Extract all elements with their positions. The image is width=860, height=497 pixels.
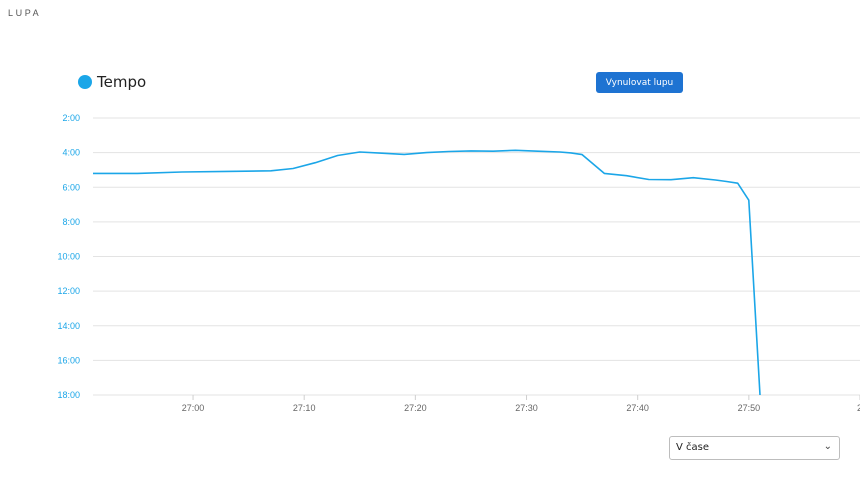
- data-point[interactable]: [425, 151, 429, 155]
- y-tick-label: 4:00: [62, 148, 80, 158]
- data-point[interactable]: [224, 169, 228, 173]
- data-point[interactable]: [136, 171, 140, 175]
- data-point[interactable]: [447, 150, 451, 154]
- y-tick-label: 16:00: [57, 355, 80, 365]
- x-tick-label: 27:40: [626, 403, 649, 413]
- data-point[interactable]: [758, 393, 762, 397]
- data-point[interactable]: [536, 149, 540, 153]
- series-group: [91, 148, 762, 397]
- y-tick-label: 10:00: [57, 252, 80, 262]
- x-axis-ticks: 27:00 27:10 27:20 27:30 27:40 27:50 2: [182, 395, 860, 413]
- data-point[interactable]: [380, 151, 384, 155]
- data-point[interactable]: [358, 150, 362, 154]
- grid-lines: [93, 117, 860, 396]
- data-point[interactable]: [747, 198, 751, 202]
- y-tick-label: 14:00: [57, 321, 80, 331]
- x-tick-label: 27:30: [515, 403, 538, 413]
- y-tick-label: 18:00: [57, 390, 80, 400]
- data-point[interactable]: [580, 153, 584, 157]
- data-point[interactable]: [336, 154, 340, 158]
- data-point[interactable]: [469, 149, 473, 153]
- x-tick-label: 27:50: [738, 403, 761, 413]
- data-point[interactable]: [269, 169, 273, 173]
- reset-zoom-button[interactable]: Vynulovat lupu: [596, 72, 683, 93]
- y-tick-label: 2:00: [62, 113, 80, 123]
- data-point[interactable]: [647, 178, 651, 182]
- data-point[interactable]: [558, 150, 562, 154]
- data-point[interactable]: [736, 181, 740, 185]
- legend[interactable]: Tempo: [78, 73, 146, 91]
- x-tick-label: 2: [857, 403, 860, 413]
- y-tick-label: 6:00: [62, 182, 80, 192]
- chevron-down-icon: ⌄: [823, 441, 832, 452]
- data-point[interactable]: [725, 180, 729, 184]
- x-tick-label: 27:00: [182, 403, 205, 413]
- data-point[interactable]: [91, 171, 95, 175]
- y-tick-label: 12:00: [57, 286, 80, 296]
- view-mode-select[interactable]: V čase ⌄: [669, 436, 840, 460]
- legend-dot-icon: [78, 75, 92, 89]
- data-point[interactable]: [714, 178, 718, 182]
- y-axis-ticks: 2:00 4:00 6:00 8:00 10:00 12:00 14:00 16:00 18:0…: [57, 113, 80, 400]
- x-tick-label: 27:20: [404, 403, 427, 413]
- data-point[interactable]: [491, 149, 495, 153]
- series-line-tempo[interactable]: [93, 149, 761, 396]
- y-tick-label: 8:00: [62, 217, 80, 227]
- data-point[interactable]: [569, 151, 573, 155]
- x-tick-label: 27:10: [293, 403, 316, 413]
- data-point[interactable]: [291, 167, 295, 171]
- data-point[interactable]: [691, 176, 695, 180]
- view-mode-selected: V čase: [676, 442, 710, 453]
- data-point[interactable]: [513, 148, 517, 152]
- data-point[interactable]: [313, 161, 317, 165]
- data-point[interactable]: [402, 152, 406, 156]
- data-point[interactable]: [625, 174, 629, 178]
- legend-label: Tempo: [97, 73, 147, 91]
- data-point[interactable]: [602, 171, 606, 175]
- data-point[interactable]: [180, 170, 184, 174]
- data-point[interactable]: [669, 178, 673, 182]
- section-title: LUPA: [8, 8, 42, 18]
